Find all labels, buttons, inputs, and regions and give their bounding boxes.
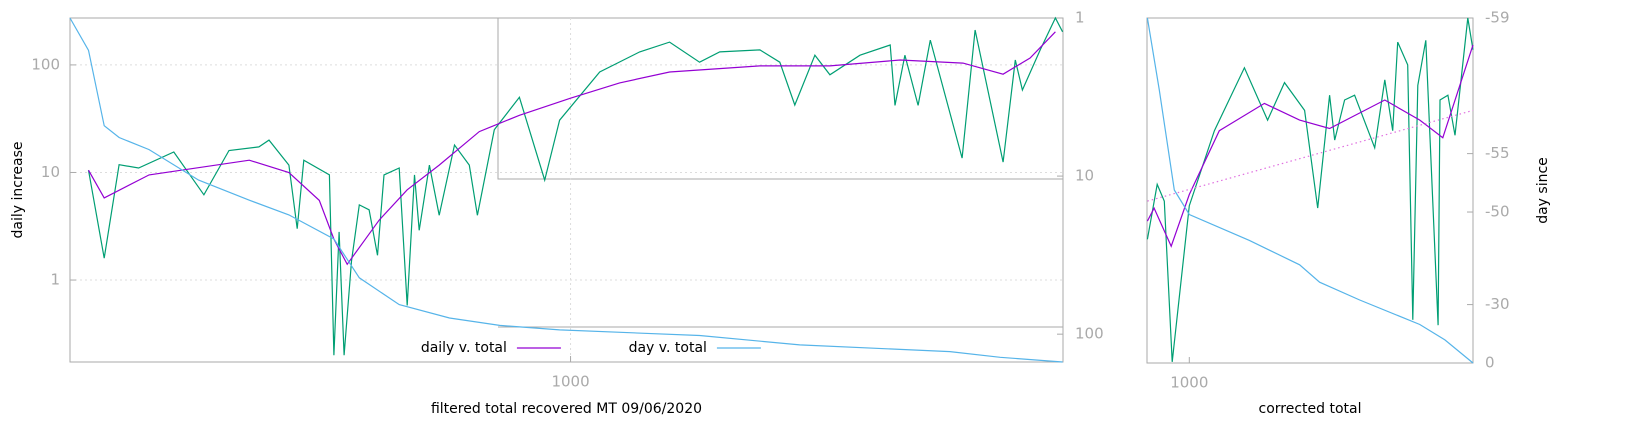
x-tick-label: 1000 bbox=[551, 373, 589, 391]
series-line bbox=[87, 16, 1064, 356]
y2-tick-label: 0 bbox=[1485, 354, 1495, 372]
plot-frame bbox=[69, 17, 1064, 363]
legend-label: daily v. total bbox=[421, 340, 507, 356]
y2-tick-label: -59 bbox=[1485, 9, 1510, 27]
series-line bbox=[1146, 44, 1474, 248]
y-tick-label: 10 bbox=[41, 163, 60, 181]
plot-frame bbox=[1146, 17, 1474, 364]
y-axis-label: daily increase bbox=[10, 142, 26, 239]
y-tick-label: 1 bbox=[50, 271, 60, 289]
y2-tick-label: -50 bbox=[1485, 203, 1510, 221]
y2-tick-label: -55 bbox=[1485, 144, 1510, 162]
series-line bbox=[1146, 17, 1474, 364]
series-line bbox=[87, 31, 1056, 266]
y2-tick-label: 100 bbox=[1075, 325, 1104, 343]
y2-tick-label: 1 bbox=[1075, 9, 1085, 27]
x-axis-label: filtered total recovered MT 09/06/2020 bbox=[431, 401, 702, 417]
x-tick-label: 1000 bbox=[1170, 374, 1208, 392]
series-line bbox=[69, 17, 1063, 363]
y2-axis-label: day since bbox=[1535, 157, 1551, 224]
y-tick-label: 100 bbox=[31, 55, 60, 73]
y2-tick-label: 10 bbox=[1075, 167, 1094, 185]
inset-box bbox=[497, 18, 1063, 180]
inset-frame bbox=[497, 18, 1063, 328]
series-line bbox=[1146, 17, 1474, 362]
x-axis-label: corrected total bbox=[1259, 401, 1362, 417]
y2-tick-label: -30 bbox=[1485, 295, 1510, 313]
legend-label: day v. total bbox=[629, 340, 707, 356]
